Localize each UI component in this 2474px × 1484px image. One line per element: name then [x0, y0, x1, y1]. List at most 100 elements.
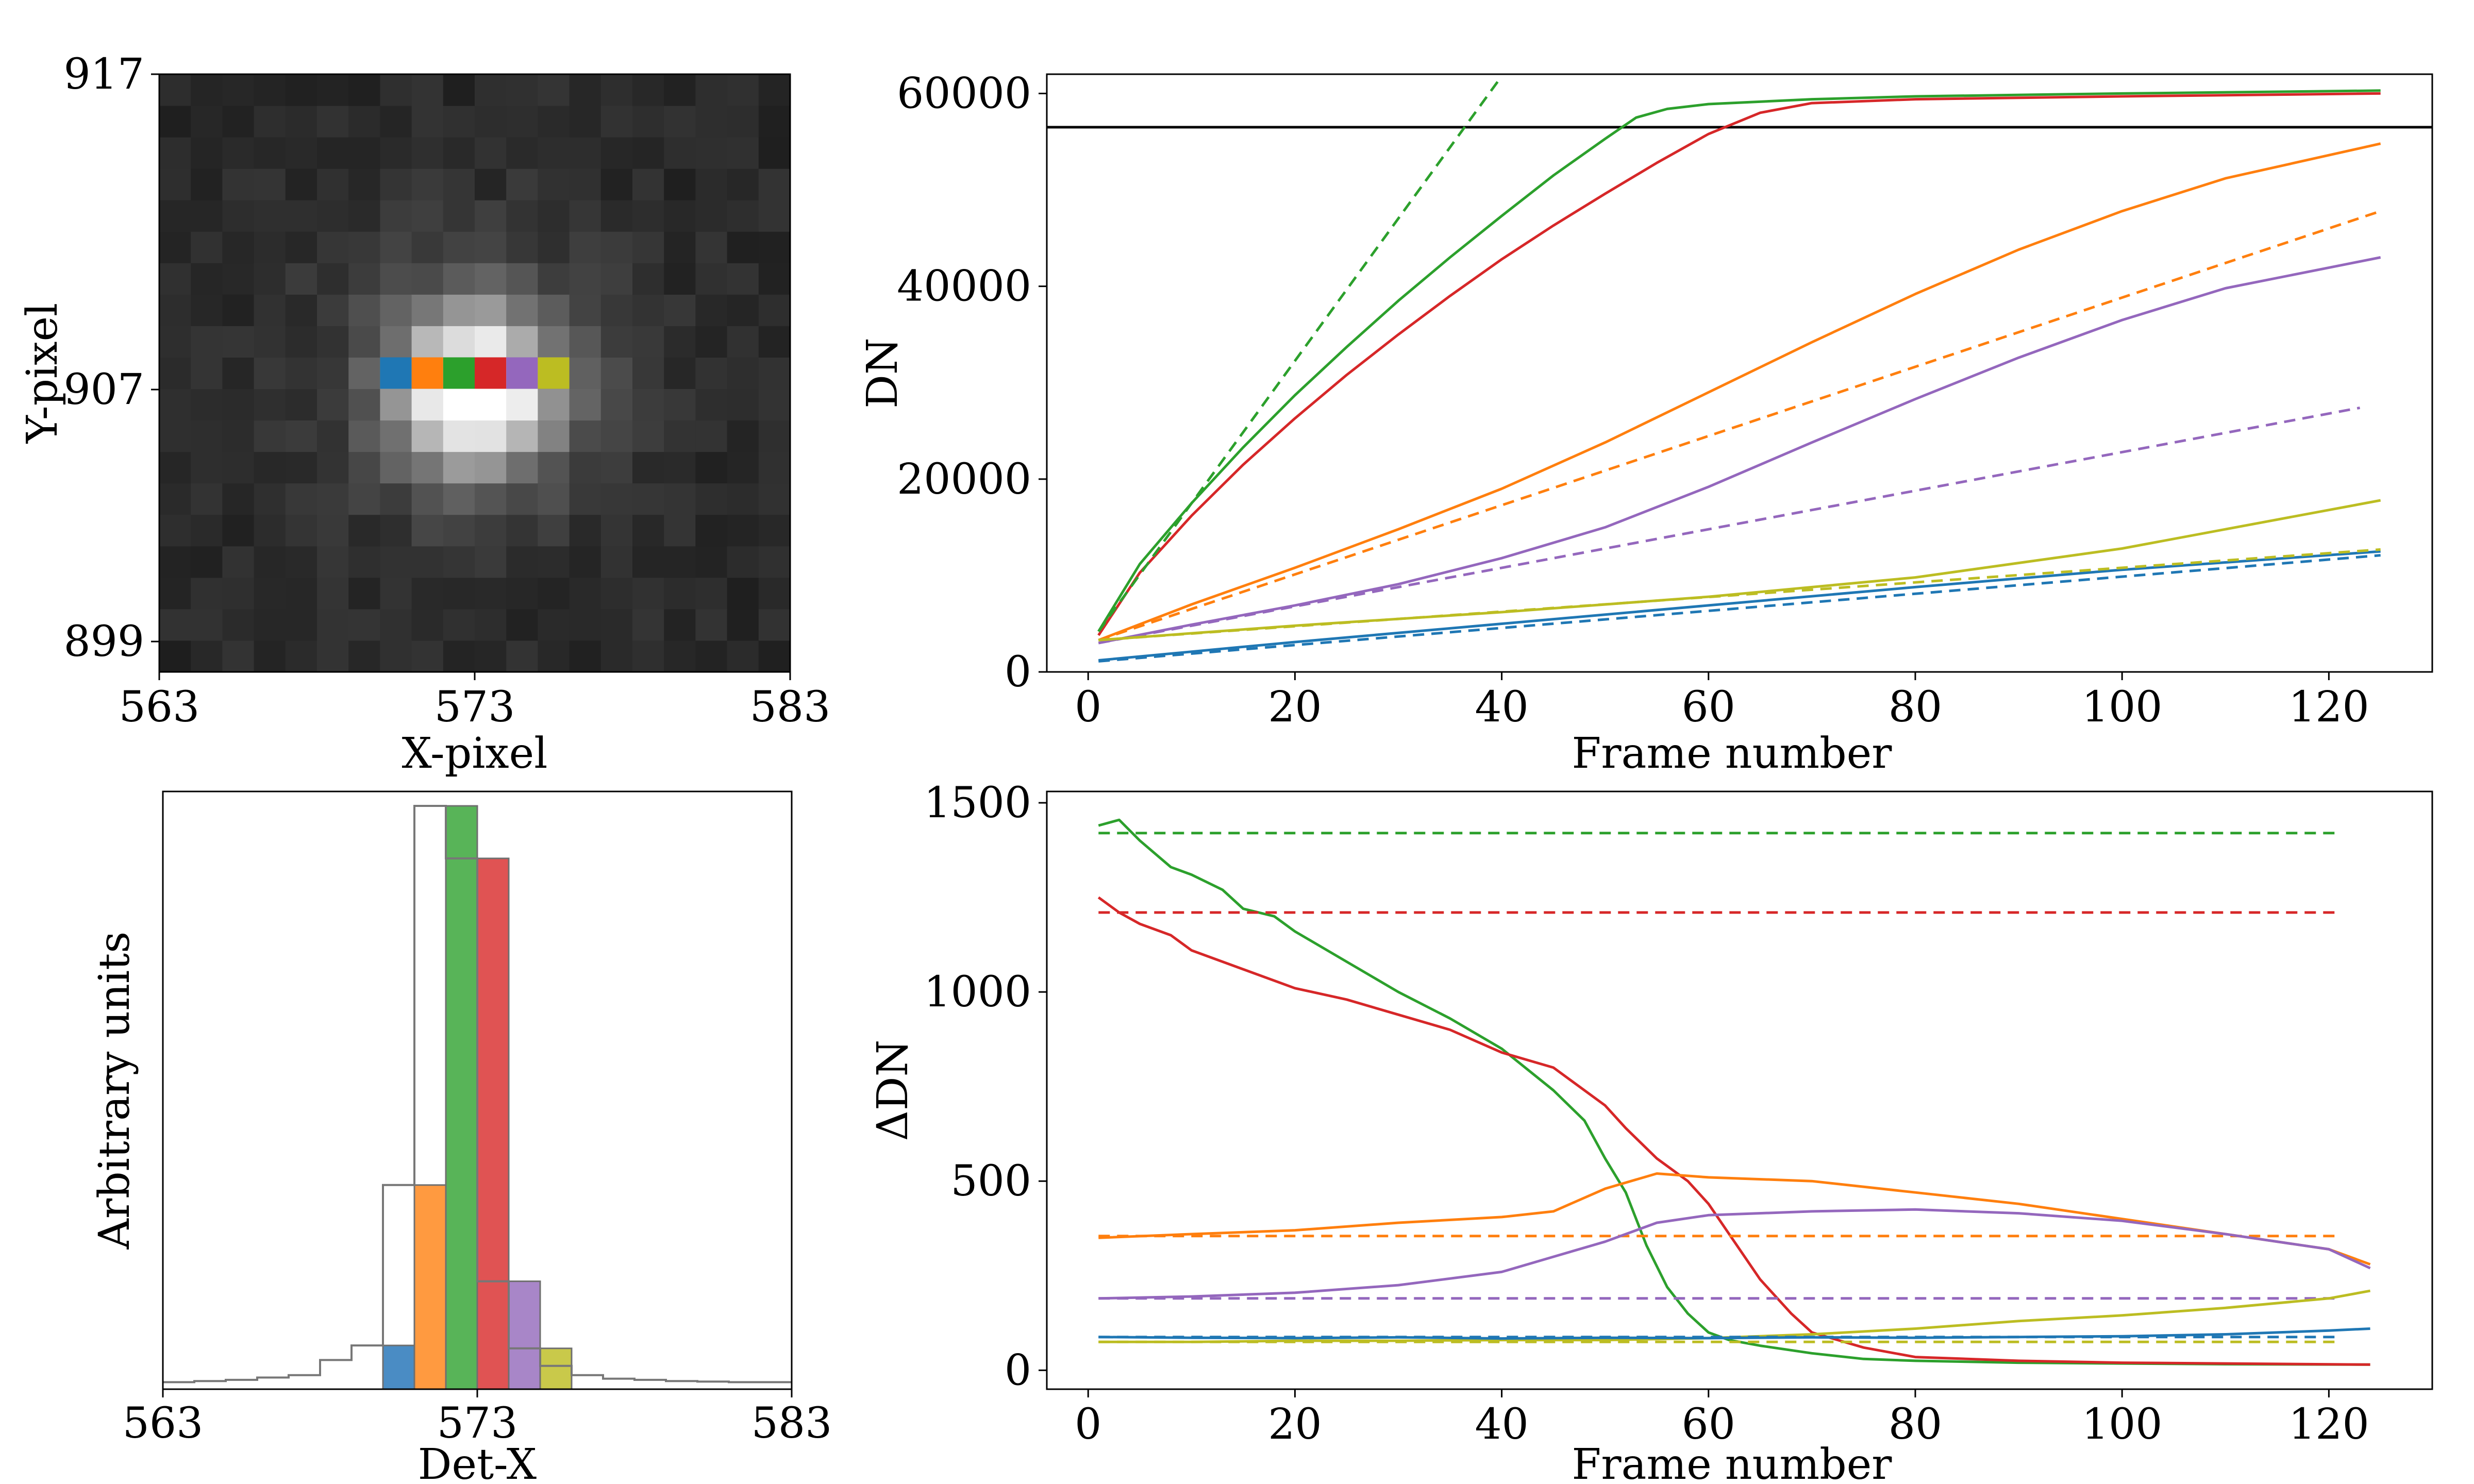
image-pixel — [727, 483, 759, 515]
image-pixel — [254, 263, 286, 295]
image-pixel — [191, 231, 223, 263]
x-tick-label: 0 — [1075, 1400, 1101, 1449]
x-tick-label: 60 — [1682, 683, 1735, 732]
image-pixel — [600, 483, 633, 515]
image-pixel — [600, 640, 633, 672]
image-pixel — [317, 200, 349, 232]
image-pixel — [695, 577, 728, 610]
image-pixel — [411, 231, 444, 263]
image-pixel — [348, 74, 380, 106]
image-pixel — [411, 609, 444, 641]
image-pixel — [254, 514, 286, 547]
image-pixel — [254, 389, 286, 421]
image-pixel — [506, 640, 538, 672]
y-tick-label: 0 — [1005, 648, 1031, 697]
image-pixel — [727, 514, 759, 547]
image-pixel — [727, 577, 759, 610]
image-pixel — [443, 514, 475, 547]
image-pixel — [664, 137, 696, 169]
image-pixel — [632, 451, 664, 484]
image-pixel — [506, 577, 538, 610]
image-pixel — [632, 640, 664, 672]
image-pixel — [222, 357, 255, 390]
image-pixel — [411, 294, 444, 326]
image-pixel — [254, 200, 286, 232]
image-pixel — [254, 451, 286, 484]
image-pixel — [475, 74, 507, 106]
image-pixel — [475, 106, 507, 138]
image-pixel — [159, 231, 191, 263]
image-pixel — [285, 168, 317, 200]
image-pixel — [569, 294, 601, 326]
image-pixel — [569, 326, 601, 358]
image-pixel — [380, 168, 412, 200]
ramp-xlabel: Frame number — [1572, 729, 1893, 778]
image-pixel — [317, 106, 349, 138]
image-pixel — [475, 200, 507, 232]
image-pixel — [569, 389, 601, 421]
image-pixel — [758, 483, 790, 515]
image-pixel — [600, 514, 633, 547]
image-pixel — [285, 357, 317, 390]
image-pixel — [348, 420, 380, 452]
image-pixel — [600, 326, 633, 358]
series-line-red — [1097, 896, 2370, 1366]
image-pixel — [254, 231, 286, 263]
image-xtick-label: 583 — [750, 683, 831, 732]
image-pixel — [443, 231, 475, 263]
image-pixel — [254, 294, 286, 326]
image-pixel — [632, 546, 664, 578]
image-pixel — [506, 200, 538, 232]
image-pixel — [222, 168, 255, 200]
image-pixel — [727, 546, 759, 578]
image-pixel — [569, 577, 601, 610]
image-pixel — [538, 451, 570, 484]
profile-bar — [476, 857, 510, 1390]
highlight-pixel — [506, 357, 538, 389]
image-pixel — [285, 200, 317, 232]
image-pixel — [348, 294, 380, 326]
image-pixel — [758, 640, 790, 672]
image-pixel — [380, 577, 412, 610]
image-pixel — [600, 451, 633, 484]
image-pixel — [159, 137, 191, 169]
image-pixel — [664, 294, 696, 326]
image-pixel — [443, 294, 475, 326]
image-pixel — [348, 137, 380, 169]
series-line-green — [1097, 89, 2381, 632]
image-pixel — [159, 451, 191, 484]
profile-ylabel: Arbitrary units — [90, 932, 139, 1250]
image-pixel — [758, 326, 790, 358]
image-pixel — [348, 168, 380, 200]
highlight-pixel — [380, 357, 412, 389]
image-pixel — [600, 168, 633, 200]
image-xtick-label: 563 — [119, 683, 200, 732]
image-pixel — [443, 106, 475, 138]
image-pixel — [254, 546, 286, 578]
image-pixel — [569, 137, 601, 169]
highlight-pixel — [411, 357, 443, 389]
profile-xtick-label: 583 — [751, 1399, 832, 1448]
image-pixel — [600, 263, 633, 295]
profile-bar — [382, 1344, 415, 1390]
image-pixel — [506, 546, 538, 578]
image-pixel — [317, 514, 349, 547]
image-pixel — [538, 483, 570, 515]
x-tick-label: 120 — [2288, 683, 2369, 732]
image-pixel — [159, 106, 191, 138]
image-pixel — [348, 357, 380, 390]
image-pixel — [317, 577, 349, 610]
image-pixel — [569, 609, 601, 641]
image-pixel — [475, 514, 507, 547]
image-pixel — [348, 546, 380, 578]
image-pixel — [285, 326, 317, 358]
image-pixel — [727, 451, 759, 484]
image-pixel — [538, 326, 570, 358]
image-pixel — [285, 231, 317, 263]
image-pixel — [159, 577, 191, 610]
image-pixel — [191, 546, 223, 578]
image-pixel — [695, 263, 728, 295]
profile-panel: 563 573 583 Det-X Arbitrary units — [90, 790, 832, 1484]
image-pixel — [758, 263, 790, 295]
image-pixel — [475, 546, 507, 578]
